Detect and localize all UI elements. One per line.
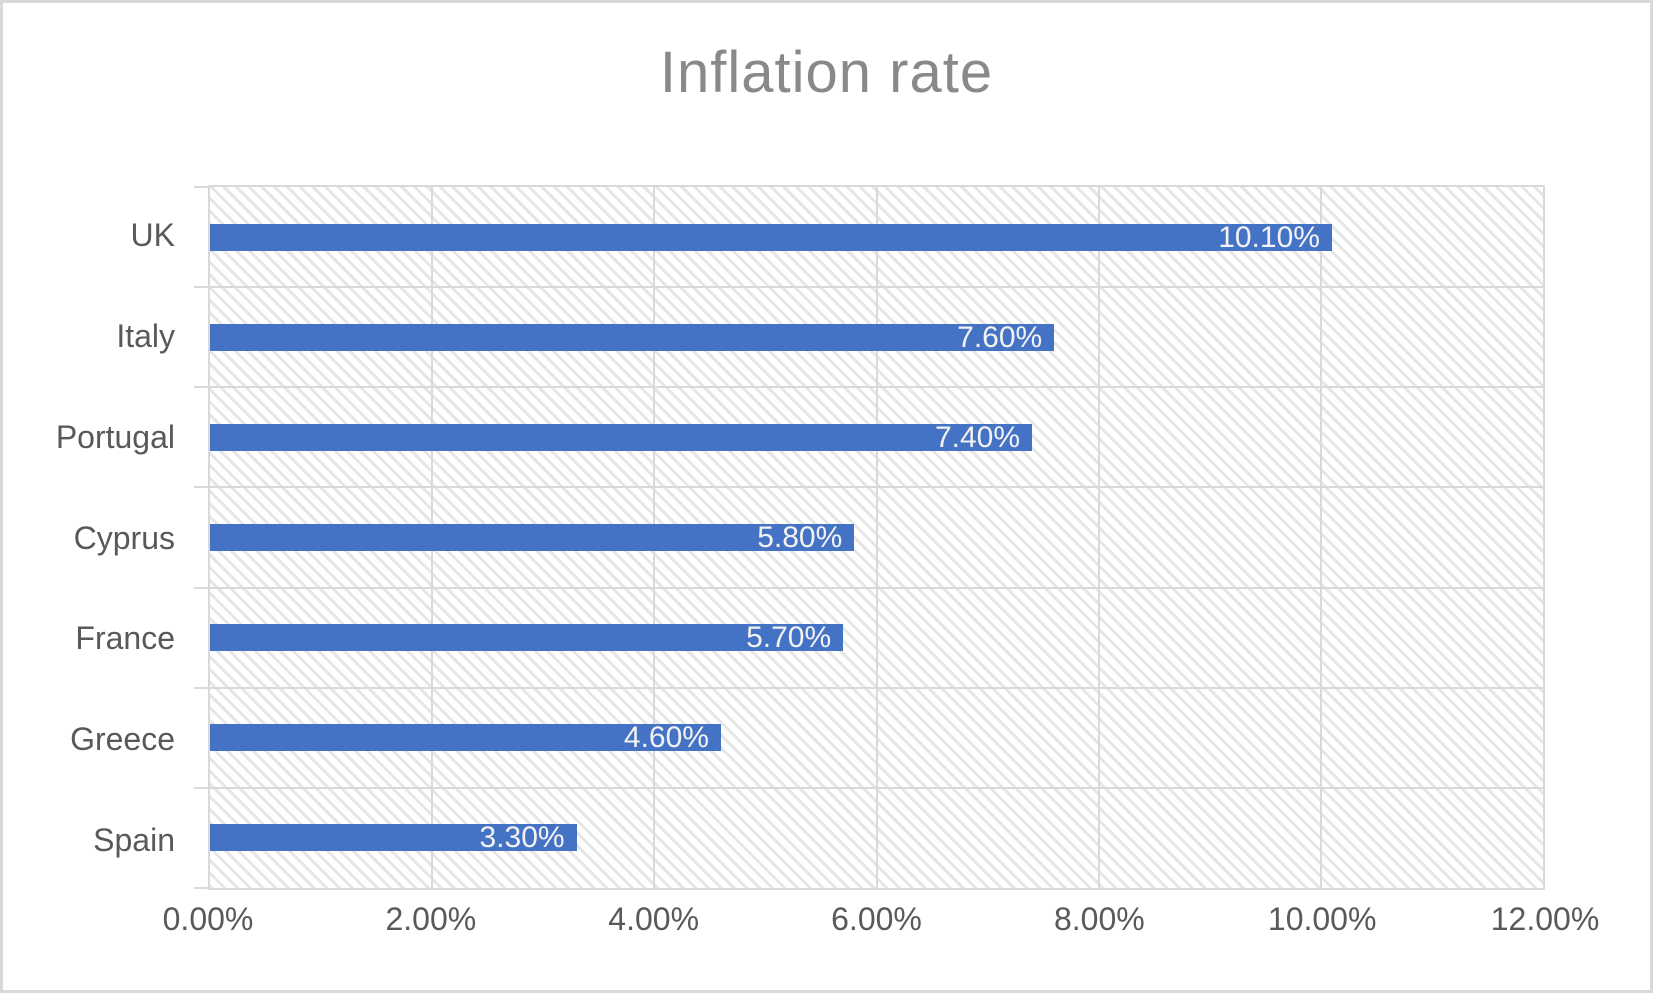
bar-data-label: 7.60%	[957, 320, 1043, 354]
category-axis-tick	[194, 386, 208, 389]
plot-area: 10.10% 7.60% 7.40% 5.80% 5.70% 4.60% 3.30%	[194, 185, 1545, 890]
horizontal-gridline	[210, 686, 1543, 689]
bar-cyprus: 5.80%	[210, 521, 855, 554]
vertical-gridline	[875, 187, 878, 888]
vertical-gridline	[1097, 187, 1100, 888]
value-axis: 0.00% 2.00% 4.00% 6.00% 8.00% 10.00% 12.00%	[163, 901, 1600, 957]
bar-data-label: 5.80%	[757, 521, 843, 554]
category-axis-tick	[194, 586, 208, 589]
category-label-uk: UK	[130, 217, 175, 254]
bar-data-label: 5.70%	[746, 621, 832, 655]
bar-data-label: 10.10%	[1218, 220, 1320, 254]
value-axis-label: 12.00%	[1490, 901, 1600, 937]
horizontal-gridline	[210, 386, 1543, 389]
horizontal-gridline	[210, 286, 1543, 289]
category-label-portugal: Portugal	[55, 418, 175, 455]
bar-data-label: 3.30%	[479, 821, 565, 855]
bar-uk: 10.10%	[210, 220, 1332, 254]
bar-spain: 3.30%	[210, 821, 577, 855]
category-axis-tick	[194, 486, 208, 489]
bar-france: 5.70%	[210, 621, 844, 655]
category-label-cyprus: Cyprus	[73, 519, 175, 556]
category-label-italy: Italy	[116, 318, 175, 355]
horizontal-gridline	[210, 586, 1543, 589]
category-axis-tick	[194, 286, 208, 289]
value-axis-label: 10.00%	[1267, 901, 1377, 937]
bar-greece: 4.60%	[210, 721, 721, 755]
bar-portugal: 7.40%	[210, 420, 1033, 454]
horizontal-gridline	[210, 786, 1543, 789]
category-label-greece: Greece	[70, 720, 175, 757]
category-axis-tick	[194, 786, 208, 789]
category-label-france: France	[75, 620, 175, 657]
category-axis-tick	[194, 887, 208, 889]
value-axis-label: 4.00%	[608, 901, 700, 937]
bar-italy: 7.60%	[210, 320, 1055, 354]
value-axis-label: 0.00%	[162, 901, 254, 937]
bar-data-label: 7.40%	[934, 420, 1021, 454]
category-axis: UK Italy Portugal Cyprus France Greece Spain	[3, 185, 175, 890]
value-axis-label: 6.00%	[831, 901, 922, 937]
category-axis-tick	[194, 186, 208, 188]
category-label-spain: Spain	[93, 821, 175, 858]
category-axis-tick	[194, 686, 208, 689]
bar-data-label: 4.60%	[623, 721, 709, 755]
value-axis-label: 8.00%	[1053, 901, 1145, 937]
vertical-gridline	[1319, 187, 1322, 888]
horizontal-gridline	[210, 486, 1543, 489]
value-axis-label: 2.00%	[385, 901, 477, 937]
chart-title: Inflation rate	[659, 40, 994, 105]
